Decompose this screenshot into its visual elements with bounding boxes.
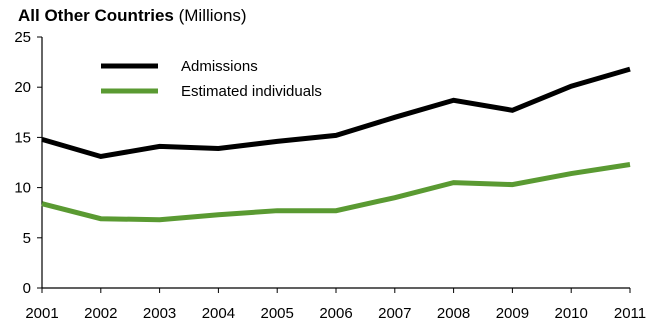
x-tick-label: 2002 <box>84 305 117 322</box>
series-line-2 <box>41 162 631 223</box>
y-tick-label: 20 <box>14 79 31 96</box>
series-line-1 <box>41 66 631 160</box>
x-tick-label: 2003 <box>143 305 176 322</box>
legend-label-2: Estimated individuals <box>181 83 322 100</box>
x-tick-label: 2001 <box>25 305 58 322</box>
chart-title-main: All Other Countries <box>18 6 174 25</box>
x-tick-label: 2006 <box>319 305 352 322</box>
y-tick-label: 25 <box>14 29 31 46</box>
chart-title-unit: (Millions) <box>178 6 247 25</box>
x-tick-label: 2004 <box>202 305 235 322</box>
y-tick-label: 15 <box>14 129 31 146</box>
y-tick-label: 5 <box>23 230 31 247</box>
x-tick-label: 2010 <box>555 305 588 322</box>
x-tick-label: 2008 <box>437 305 470 322</box>
x-tick-label: 2007 <box>378 305 411 322</box>
y-tick-label: 0 <box>23 280 31 297</box>
chart-title: All Other Countries (Millions) <box>18 6 247 26</box>
x-tick-label: 2009 <box>496 305 529 322</box>
y-tick-label: 10 <box>14 180 31 197</box>
x-tick-label: 2011 <box>614 305 646 322</box>
legend-label-1: Admissions <box>181 58 258 75</box>
x-tick-label: 2005 <box>261 305 294 322</box>
